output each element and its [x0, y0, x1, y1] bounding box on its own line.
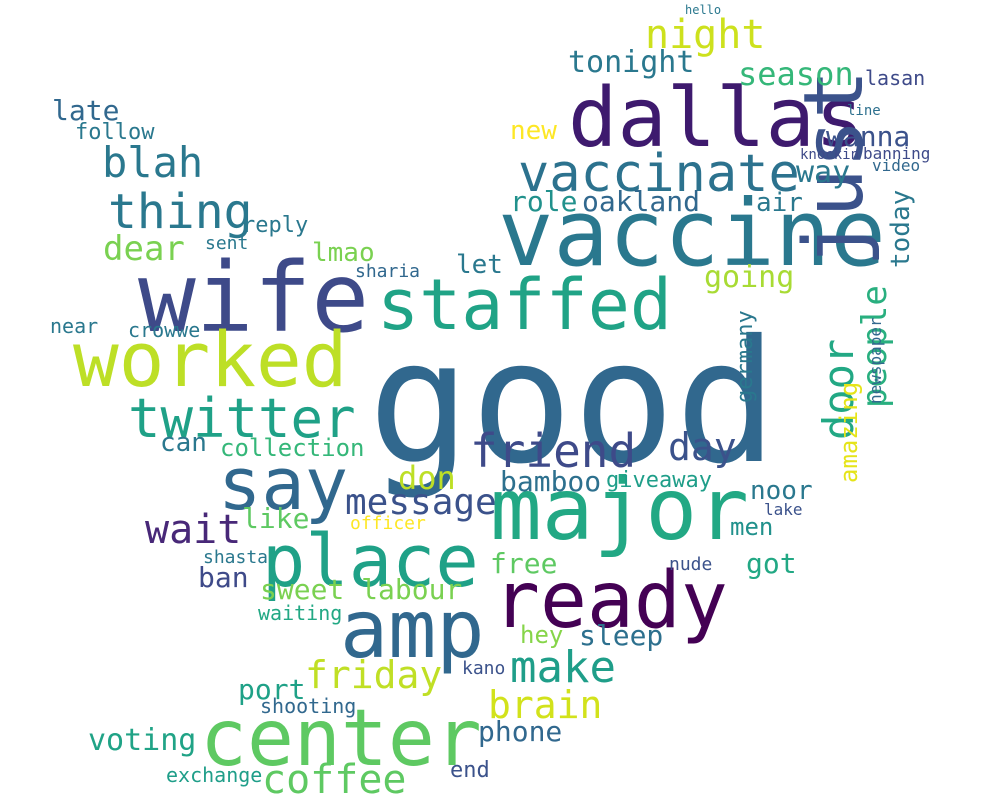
cloud-word: major: [490, 460, 749, 560]
cloud-word: let: [456, 250, 503, 280]
cloud-word: sharia: [355, 261, 421, 282]
cloud-word: today: [886, 189, 916, 268]
cloud-word: brain: [488, 683, 603, 727]
cloud-word: amazing: [835, 381, 863, 483]
cloud-word: shasta: [203, 547, 269, 568]
cloud-word: twitter: [128, 387, 356, 450]
cloud-word: day: [668, 425, 737, 469]
cloud-word: sleep: [579, 619, 664, 652]
cloud-word: dear: [103, 229, 185, 269]
cloud-word: germany: [733, 310, 758, 403]
cloud-word: season: [738, 55, 854, 93]
cloud-word: can: [160, 428, 207, 458]
cloud-word: place: [262, 519, 479, 603]
cloud-word: coffee: [262, 757, 407, 803]
cloud-word: way: [796, 155, 851, 190]
cloud-word: role: [510, 185, 578, 218]
cloud-word: free: [490, 547, 558, 580]
cloud-word: phone: [478, 715, 563, 748]
cloud-word: got: [746, 547, 797, 580]
cloud-word: wife: [138, 242, 370, 354]
cloud-word: banning: [863, 144, 931, 163]
cloud-word: vaccine: [498, 180, 886, 287]
cloud-word: collection: [220, 434, 365, 462]
cloud-word: sent: [205, 233, 249, 254]
cloud-word: kano: [462, 658, 506, 679]
cloud-word: sweet labour: [260, 573, 463, 606]
cloud-word: message: [345, 482, 497, 523]
cloud-word: shooting: [260, 694, 357, 718]
cloud-word: men: [730, 513, 774, 541]
cloud-word: air: [756, 188, 803, 218]
cloud-word: good: [368, 304, 778, 502]
cloud-word: reply: [242, 213, 309, 238]
cloud-word: exchange: [166, 763, 263, 787]
cloud-word: amp: [340, 583, 485, 676]
cloud-word: line: [847, 103, 881, 119]
cloud-word: don: [398, 459, 456, 497]
cloud-word: say: [218, 442, 349, 526]
cloud-word: ban: [198, 561, 249, 594]
cloud-word: end: [450, 758, 490, 783]
cloud-word: port: [238, 673, 306, 706]
cloud-word: newspaper: [866, 317, 885, 404]
cloud-word: bamboo: [500, 465, 602, 498]
cloud-word: tonight: [568, 45, 695, 80]
cloud-word: vaccinate: [518, 144, 800, 204]
cloud-word: friday: [305, 653, 443, 697]
cloud-word: near: [50, 314, 99, 338]
cloud-word: hello: [685, 3, 722, 17]
cloud-word: lake: [764, 500, 803, 519]
cloud-word: ready: [493, 556, 728, 646]
cloud-word: new: [510, 116, 557, 146]
cloud-word: voting: [88, 723, 197, 758]
cloud-word: center: [200, 694, 482, 784]
cloud-word: like: [242, 502, 310, 535]
cloud-word: knockin: [800, 147, 860, 163]
cloud-word: worked: [73, 315, 348, 404]
cloud-word: follow: [75, 120, 155, 145]
cloud-word: dallas: [568, 71, 865, 166]
cloud-word: noor: [750, 476, 813, 506]
cloud-word: lasan: [865, 66, 926, 90]
cloud-word: nude: [669, 554, 713, 575]
cloud-word: blah: [102, 138, 204, 187]
cloud-word: lmao: [312, 238, 375, 268]
cloud-word: crowwe: [128, 318, 201, 342]
cloud-word: video: [872, 156, 921, 175]
cloud-word: late: [52, 94, 120, 127]
cloud-word: make: [510, 642, 616, 693]
cloud-word: wanna: [826, 120, 911, 153]
cloud-word: waiting: [258, 601, 343, 625]
cloud-word: oakland: [582, 185, 701, 218]
cloud-word: night: [645, 12, 766, 58]
cloud-word: officer: [350, 513, 426, 534]
cloud-word: friend: [470, 424, 637, 478]
cloud-word: going: [704, 260, 795, 295]
cloud-word: giveaway: [606, 468, 712, 493]
cloud-word: thing: [108, 184, 253, 240]
cloud-word: wait: [145, 507, 242, 553]
cloud-word: staffed: [377, 264, 673, 346]
cloud-word: hey: [520, 621, 564, 649]
